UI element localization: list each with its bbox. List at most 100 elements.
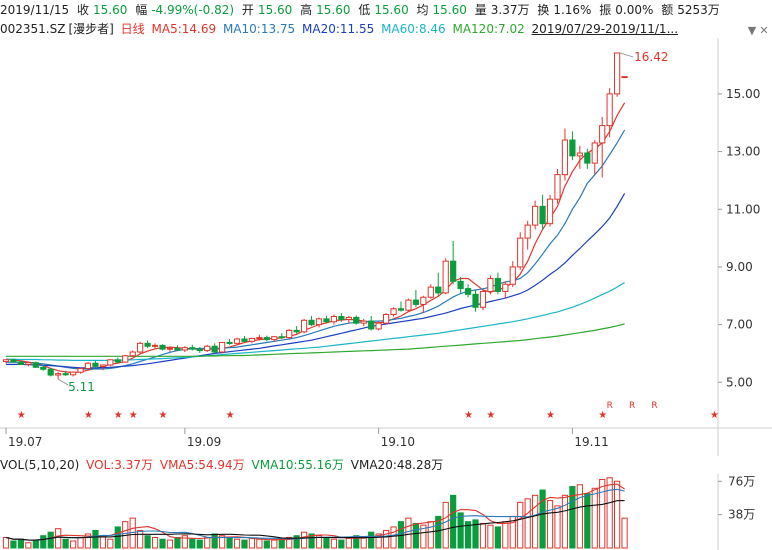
candle-body — [278, 336, 285, 339]
volume-bar — [576, 484, 583, 549]
volume-bar — [92, 529, 99, 549]
volume-bar — [621, 517, 628, 549]
candle — [84, 362, 92, 370]
close-icon[interactable]: ✕ — [759, 24, 769, 37]
candle — [114, 357, 121, 364]
ma-line-ma10 — [6, 129, 626, 370]
candle-body — [69, 371, 77, 376]
candle-body — [517, 237, 524, 268]
volume-bar — [17, 538, 25, 549]
volume-bar — [502, 521, 509, 549]
candle-body — [10, 359, 17, 363]
candle-body — [47, 368, 54, 376]
candle — [591, 140, 598, 175]
candle-body — [338, 316, 345, 320]
candle-body — [84, 362, 92, 369]
volume-bar — [2, 536, 10, 549]
candle — [159, 344, 166, 351]
high-label: 高 — [300, 3, 313, 17]
candle — [330, 314, 338, 325]
candle-body — [92, 362, 99, 367]
candle — [300, 318, 308, 334]
vol-legend: VOL:3.37万 — [86, 458, 154, 472]
date-range-selector[interactable]: 2019/07/29-2019/11/1... — [531, 22, 679, 36]
volume-bar — [137, 529, 144, 549]
candle-body — [621, 76, 628, 79]
ma120-legend: MA120:7.02 — [452, 22, 525, 36]
stock-name: [漫步者] — [68, 22, 114, 36]
volume-bar — [435, 515, 442, 549]
candle — [25, 362, 32, 367]
candle — [502, 281, 509, 299]
stock-code: 002351.SZ — [0, 22, 66, 36]
signal-star-marker: ★ — [710, 410, 719, 421]
candle-body — [569, 139, 576, 157]
candle — [494, 272, 501, 295]
ma-legend-bar: 002351.SZ [漫步者] 日线 MA5:14.69 MA10:13.75 M… — [0, 20, 772, 38]
volume-bar — [84, 533, 92, 549]
candle-body — [122, 355, 129, 363]
volume-bar — [450, 494, 457, 549]
high-value: 15.60 — [316, 3, 351, 17]
candle — [308, 315, 315, 327]
volume-bar — [196, 539, 203, 549]
candle — [55, 372, 62, 380]
volume-bar — [219, 535, 226, 549]
low-value: 15.60 — [374, 3, 409, 17]
candle — [181, 346, 188, 352]
vol-indicator-title[interactable]: VOL(5,10,20) — [0, 458, 80, 472]
volume-chart[interactable]: 76万 38万 — [0, 474, 772, 550]
collapse-triangle-icon[interactable]: ▼ — [747, 24, 757, 37]
change-value: -4.99%(-0.82) — [151, 3, 235, 17]
signal-star-marker: ★ — [114, 410, 123, 421]
candle — [69, 371, 77, 377]
volume-bar — [360, 536, 367, 549]
volume-bar — [479, 522, 487, 549]
volume-bar — [69, 540, 77, 549]
x-tick-label: 19.09 — [187, 435, 221, 449]
period-selector[interactable]: 日线 — [120, 22, 145, 36]
volume-bar — [263, 540, 270, 549]
volume-bar — [591, 487, 598, 549]
candle — [107, 359, 114, 367]
candle — [256, 334, 263, 341]
candle — [554, 168, 561, 204]
x-tick-label: 19.10 — [381, 435, 415, 449]
signal-star-marker: ★ — [129, 410, 138, 421]
candle-body — [286, 329, 293, 339]
volume-bar — [464, 521, 472, 549]
signal-star-marker: ★ — [464, 410, 473, 421]
candle-body — [479, 290, 487, 308]
candlestick-chart[interactable]: 15.00 13.00 11.00 9.00 7.00 5.00 19.07 19.09 19.… — [0, 38, 772, 456]
candle-body — [546, 198, 554, 225]
candle — [606, 88, 613, 138]
candle-body — [375, 322, 382, 330]
candle — [271, 336, 278, 342]
candle-body — [300, 319, 308, 333]
volume-bar — [599, 479, 606, 549]
volume-bar — [539, 489, 546, 549]
volume-bar — [114, 526, 121, 549]
candle — [472, 290, 479, 312]
candle-body — [308, 319, 315, 326]
candle — [62, 370, 69, 376]
volume-bar — [211, 533, 218, 549]
candle-body — [204, 345, 211, 352]
chart-controls: ▼ ✕ — [746, 24, 770, 37]
candle — [509, 261, 516, 288]
candle-body — [293, 329, 300, 333]
change-label: 幅 — [135, 3, 148, 17]
candle — [464, 284, 472, 298]
candle-body — [457, 280, 464, 290]
volume-bar — [315, 535, 323, 549]
candle — [412, 290, 420, 308]
candle-body — [442, 260, 449, 294]
volume-bar — [99, 535, 106, 549]
candle-body — [99, 364, 106, 367]
candle — [32, 361, 39, 368]
vol-tick-label: 76万 — [728, 474, 755, 488]
vma-line-vma20 — [5, 500, 625, 541]
candle — [323, 315, 330, 324]
vma-line-vma10 — [5, 488, 625, 541]
quote-date: 2019/11/15 — [0, 3, 70, 17]
